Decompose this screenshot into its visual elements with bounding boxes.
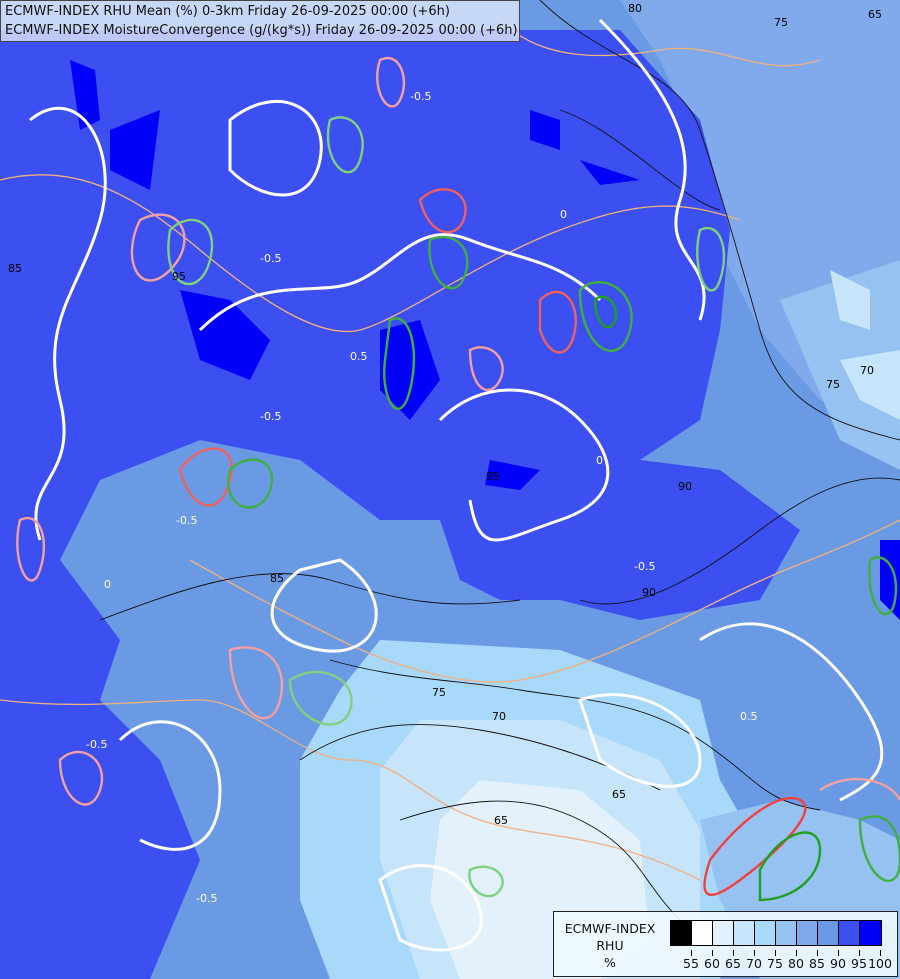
legend-tick-mark bbox=[733, 950, 734, 956]
legend-tick-label: 100 bbox=[868, 956, 892, 971]
legend-swatch bbox=[734, 921, 755, 945]
contour-label: 80 bbox=[628, 2, 642, 15]
zero-contours bbox=[29, 18, 884, 952]
legend-swatch bbox=[776, 921, 797, 945]
country-borders bbox=[0, 19, 900, 881]
contour-label: 95 bbox=[486, 470, 500, 483]
contour-label: 65 bbox=[612, 788, 626, 801]
negative-convergence-contours bbox=[16, 56, 900, 897]
contour-label: -0.5 bbox=[196, 892, 217, 905]
contour-label: 75 bbox=[774, 16, 788, 29]
legend-tick-mark bbox=[754, 950, 755, 956]
legend-swatches bbox=[670, 920, 882, 946]
legend-tick-mark bbox=[838, 950, 839, 956]
legend-tick-label: 70 bbox=[746, 956, 762, 971]
legend-title-unit: % bbox=[604, 955, 616, 970]
legend-swatch bbox=[818, 921, 839, 945]
contour-label: -0.5 bbox=[260, 410, 281, 423]
legend-title-source: ECMWF-INDEX bbox=[564, 921, 656, 936]
legend-tick-mark bbox=[880, 950, 881, 956]
legend-swatch bbox=[839, 921, 860, 945]
contour-label: 85 bbox=[270, 572, 284, 585]
legend-tick-label: 90 bbox=[830, 956, 846, 971]
title-line-rhu: ECMWF-INDEX RHU Mean (%) 0-3km Friday 26… bbox=[5, 4, 450, 19]
legend-title-variable: RHU bbox=[596, 938, 624, 953]
legend-swatch bbox=[713, 921, 734, 945]
contour-label: 90 bbox=[642, 586, 656, 599]
map-title-box: ECMWF-INDEX RHU Mean (%) 0-3km Friday 26… bbox=[0, 0, 520, 42]
legend-tick-mark bbox=[796, 950, 797, 956]
contour-labels: 80 75 65 85 90 85 75 70 65 65 70 75 90 -… bbox=[8, 2, 882, 905]
legend-swatch bbox=[671, 921, 692, 945]
contour-label: -0.5 bbox=[634, 560, 655, 573]
legend-swatch bbox=[860, 921, 881, 945]
contour-label: -0.5 bbox=[410, 90, 431, 103]
contour-label: 90 bbox=[678, 480, 692, 493]
legend-tick-label: 75 bbox=[767, 956, 783, 971]
legend-ticks: 55 60 65 70 75 80 85 90 95 100 bbox=[670, 950, 900, 974]
contour-label: -0.5 bbox=[260, 252, 281, 265]
contour-label: 0.5 bbox=[350, 350, 368, 363]
contour-label: 70 bbox=[860, 364, 874, 377]
rhu-isolines bbox=[99, 0, 900, 921]
contour-label: 0 bbox=[560, 208, 567, 221]
legend-tick-label: 85 bbox=[809, 956, 825, 971]
legend-swatch bbox=[797, 921, 818, 945]
contour-label: 65 bbox=[868, 8, 882, 21]
contour-label: 65 bbox=[494, 814, 508, 827]
legend-swatch bbox=[692, 921, 713, 945]
legend-tick-mark bbox=[859, 950, 860, 956]
contour-label: 75 bbox=[826, 378, 840, 391]
contour-label: 0 bbox=[104, 578, 111, 591]
contour-label: 75 bbox=[432, 686, 446, 699]
contour-label: -0.5 bbox=[86, 738, 107, 751]
color-legend: ECMWF-INDEX RHU % 55 60 65 70 75 80 85 90 95 100 bbox=[553, 911, 898, 977]
legend-tick-label: 55 bbox=[683, 956, 699, 971]
legend-swatch bbox=[755, 921, 776, 945]
legend-title: ECMWF-INDEX RHU % bbox=[558, 920, 662, 971]
contour-label: 85 bbox=[8, 262, 22, 275]
contour-label: 0.5 bbox=[740, 710, 758, 723]
legend-tick-label: 95 bbox=[851, 956, 867, 971]
legend-tick-mark bbox=[775, 950, 776, 956]
legend-tick-label: 65 bbox=[725, 956, 741, 971]
contour-label: 95 bbox=[172, 270, 186, 283]
contour-label: 0 bbox=[596, 454, 603, 467]
legend-tick-label: 80 bbox=[788, 956, 804, 971]
legend-tick-mark bbox=[691, 950, 692, 956]
legend-tick-label: 60 bbox=[704, 956, 720, 971]
title-line-moisture-convergence: ECMWF-INDEX MoistureConvergence (g/(kg*s… bbox=[5, 23, 518, 38]
legend-tick-mark bbox=[712, 950, 713, 956]
contour-label: -0.5 bbox=[176, 514, 197, 527]
legend-tick-mark bbox=[817, 950, 818, 956]
contour-label: 70 bbox=[492, 710, 506, 723]
